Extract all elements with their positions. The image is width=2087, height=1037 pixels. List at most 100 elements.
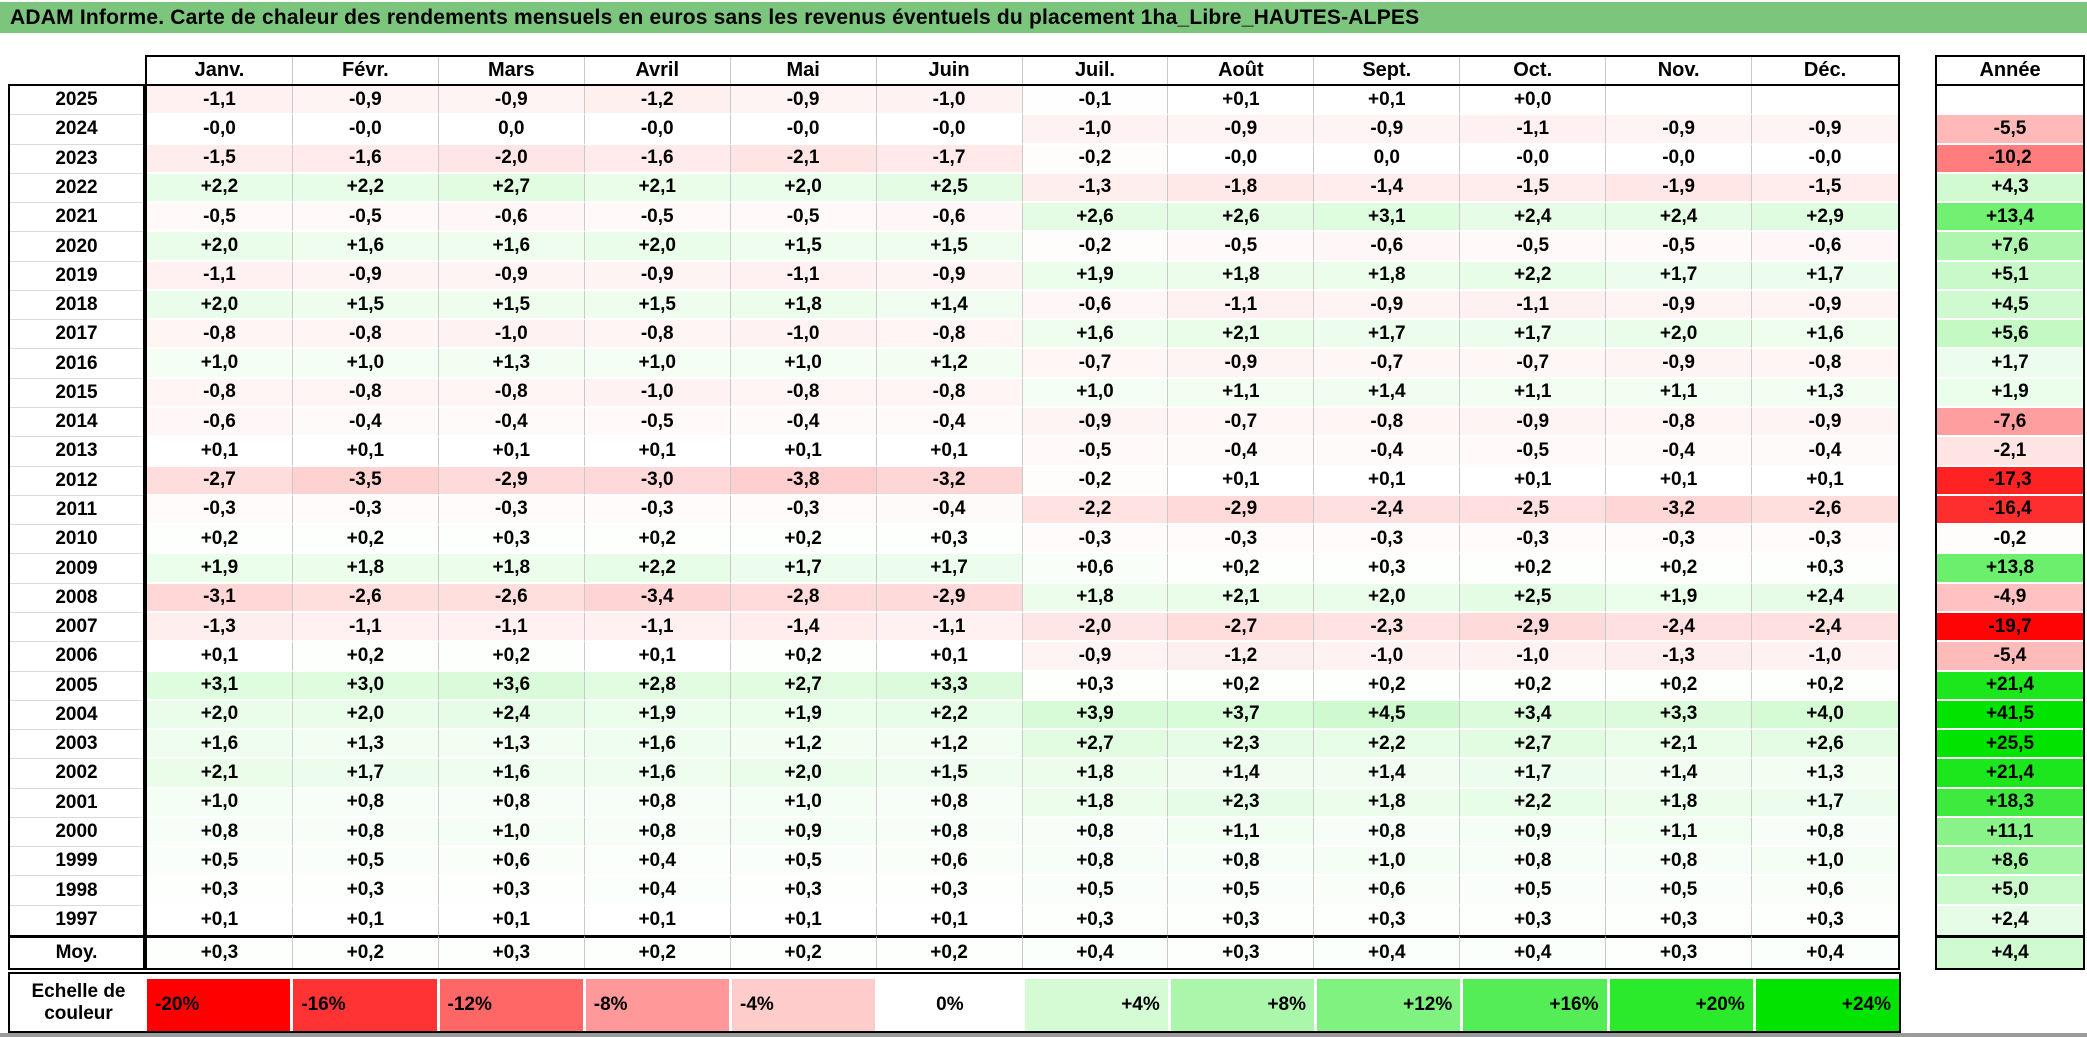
month-cell[interactable]: +2,2 [292,173,439,204]
month-cell[interactable]: -0,6 [438,203,585,233]
month-cell[interactable]: -0,5 [292,203,439,233]
month-cell[interactable]: -0,8 [147,320,293,350]
month-cell[interactable]: +3,3 [1606,700,1753,731]
month-cell[interactable]: -2,4 [1752,612,1898,643]
month-cell[interactable]: +3,4 [1460,700,1607,731]
month-cell[interactable]: -0,4 [876,495,1023,526]
month-cell[interactable]: -0,9 [1168,115,1315,145]
month-cell[interactable]: +1,7 [1460,759,1607,789]
month-cell[interactable]: -2,9 [1168,495,1315,526]
month-cell[interactable]: +0,2 [1314,671,1461,701]
annee-cell[interactable]: +8,6 [1937,847,2083,877]
month-cell[interactable]: +2,2 [876,700,1023,731]
month-cell[interactable]: -0,9 [1752,290,1898,321]
month-cell[interactable]: -0,5 [730,203,877,233]
month-cell[interactable]: +0,8 [438,788,585,818]
month-cell[interactable]: -0,9 [1606,349,1753,379]
month-cell[interactable]: +2,1 [1168,583,1315,613]
month-cell[interactable]: +1,7 [730,554,877,584]
month-cell[interactable]: +1,0 [1022,378,1169,409]
month-cell[interactable]: +0,3 [730,876,877,906]
month-cell[interactable]: -0,2 [1022,232,1169,262]
month-cell[interactable]: -1,4 [730,612,877,643]
month-cell[interactable]: -0,3 [438,495,585,526]
month-cell[interactable]: +1,8 [1314,261,1461,291]
month-cell[interactable]: +0,2 [730,934,877,968]
month-cell[interactable]: -0,5 [584,408,731,438]
month-cell[interactable]: -0,3 [584,495,731,526]
month-cell[interactable]: -1,1 [438,612,585,643]
month-cell[interactable]: -0,7 [1314,349,1461,379]
month-cell[interactable]: +0,5 [730,847,877,877]
month-cell[interactable]: -0,3 [1752,525,1898,555]
month-cell[interactable]: -0,8 [438,378,585,409]
year-cell[interactable]: 2024 [10,115,143,145]
annee-cell[interactable]: +13,4 [1937,203,2083,233]
month-cell[interactable]: +1,5 [876,759,1023,789]
month-cell[interactable]: -0,6 [147,408,293,438]
month-cell[interactable]: +2,2 [1314,730,1461,760]
month-cell[interactable]: +2,1 [1168,320,1315,350]
month-cell[interactable]: -0,0 [1168,144,1315,174]
annee-cell[interactable]: +1,9 [1937,378,2083,409]
month-cell[interactable]: +1,1 [1606,817,1753,848]
month-cell[interactable]: +0,2 [1168,554,1315,584]
month-cell[interactable]: +1,6 [438,759,585,789]
month-cell[interactable]: +0,6 [438,847,585,877]
month-cell[interactable]: +0,4 [584,847,731,877]
month-cell[interactable]: +1,7 [1752,261,1898,291]
annee-cell[interactable]: -17,3 [1937,466,2083,496]
month-cell[interactable]: +2,0 [292,700,439,731]
month-cell[interactable]: +0,3 [438,876,585,906]
month-cell[interactable]: +1,8 [730,290,877,321]
month-cell[interactable]: +1,0 [147,349,293,379]
month-cell[interactable]: -0,8 [584,320,731,350]
month-cell[interactable]: -0,7 [1168,408,1315,438]
month-cell[interactable]: -2,9 [876,583,1023,613]
month-cell[interactable]: -0,3 [730,495,877,526]
month-cell[interactable]: +0,1 [876,642,1023,672]
month-cell[interactable]: -0,9 [1752,115,1898,145]
month-cell[interactable]: +1,2 [876,349,1023,379]
month-cell[interactable]: -0,9 [292,86,439,116]
month-cell[interactable]: -1,1 [1460,115,1607,145]
annee-average-cell[interactable]: +4,4 [1937,934,2083,968]
year-cell[interactable]: 2005 [10,672,143,701]
month-cell[interactable]: +0,3 [438,934,585,968]
month-header-cell[interactable]: Juin [877,57,1023,84]
month-cell[interactable]: +0,3 [1460,905,1607,935]
annee-cell[interactable]: +18,3 [1937,788,2083,818]
annee-cell[interactable]: -0,2 [1937,525,2083,555]
month-cell[interactable]: +1,9 [730,700,877,731]
month-cell[interactable]: +1,6 [584,730,731,760]
year-cell[interactable]: 2015 [10,379,143,409]
year-cell[interactable]: 1999 [10,847,143,877]
month-cell[interactable]: +3,3 [876,671,1023,701]
month-cell[interactable]: +1,2 [730,730,877,760]
annee-cell[interactable]: +21,4 [1937,759,2083,789]
month-cell[interactable]: +0,8 [584,817,731,848]
month-cell[interactable]: -2,6 [438,583,585,613]
month-header-cell[interactable]: Avril [585,57,731,84]
month-cell[interactable]: +2,1 [584,173,731,204]
month-cell[interactable]: -1,3 [147,612,293,643]
month-cell[interactable] [1752,86,1898,116]
year-cell[interactable]: 2022 [10,174,143,204]
month-cell[interactable]: +1,8 [292,554,439,584]
month-cell[interactable]: 0,0 [1314,144,1461,174]
month-cell[interactable]: 0,0 [438,115,585,145]
month-cell[interactable]: -0,3 [292,495,439,526]
month-cell[interactable]: +0,9 [1460,817,1607,848]
month-cell[interactable]: -0,1 [1022,86,1169,116]
month-cell[interactable]: +2,1 [1606,730,1753,760]
month-cell[interactable]: -0,0 [876,115,1023,145]
month-cell[interactable]: +0,5 [147,847,293,877]
month-cell[interactable]: +2,6 [1752,730,1898,760]
year-cell[interactable]: 2014 [10,408,143,438]
month-cell[interactable]: +0,3 [1022,905,1169,935]
month-cell[interactable]: +0,8 [1022,817,1169,848]
month-cell[interactable]: -0,9 [1022,408,1169,438]
month-cell[interactable]: +3,0 [292,671,439,701]
month-header-cell[interactable]: Juil. [1023,57,1169,84]
month-cell[interactable]: -1,3 [1022,173,1169,204]
